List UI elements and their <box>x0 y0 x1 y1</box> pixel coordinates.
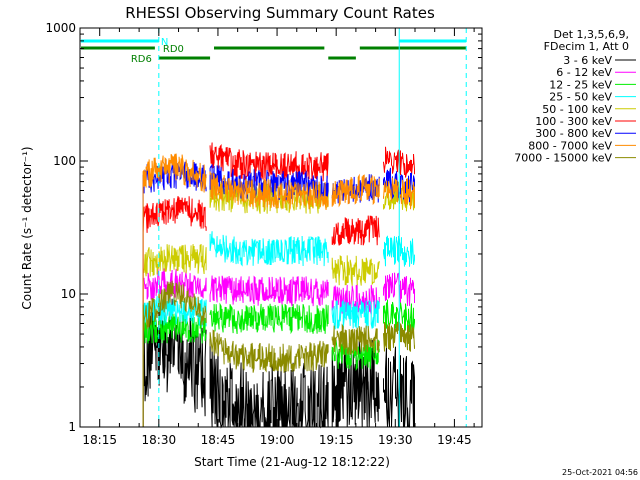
tick-layer: 18:15 18:30 18:45 19:00 19:15 19:30 19:45 1 10 10… <box>45 21 482 447</box>
flag-label-rd6: RD6 <box>131 54 152 65</box>
legend-label-100-300-kev: 100 - 300 keV <box>535 115 612 128</box>
series-layer <box>142 142 415 429</box>
y-tick-label: 1 <box>68 420 76 434</box>
x-tick-label: 19:30 <box>378 433 413 447</box>
x-tick-label: 18:30 <box>142 433 177 447</box>
series-line-12-25-kev <box>142 312 207 427</box>
x-tick-label: 19:45 <box>437 433 472 447</box>
series-line-6-12-kev <box>209 275 329 307</box>
x-tick-label: 18:15 <box>82 433 117 447</box>
x-tick-label: 19:15 <box>319 433 354 447</box>
y-tick-label: 10 <box>61 287 76 301</box>
legend-label-25-50-kev: 25 - 50 keV <box>549 91 612 104</box>
series-line-7000-15000-kev <box>142 280 207 427</box>
series-line-3-6-kev <box>142 298 207 427</box>
series-line-800-7000-kev <box>209 171 329 210</box>
legend-label-6-12-kev: 6 - 12 keV <box>556 66 612 79</box>
x-tick-label: 18:45 <box>201 433 236 447</box>
series-800-7000-kev <box>142 153 415 427</box>
series-line-100-300-kev <box>209 142 329 182</box>
series-line-7000-15000-kev <box>209 329 329 373</box>
y-tick-label: 100 <box>53 154 76 168</box>
series-line-25-50-kev <box>331 299 380 330</box>
flag-label-n: N <box>161 37 168 48</box>
x-tick-label: 19:00 <box>260 433 295 447</box>
flag-rd0: RD0 <box>81 44 467 55</box>
flag-n: N <box>81 37 467 48</box>
series-line-50-100-kev <box>331 255 380 286</box>
series-line-50-100-kev <box>142 243 207 427</box>
timestamp: 25-Oct-2021 04:56 <box>562 468 638 477</box>
legend-header-line-1: Det 1,3,5,6,9, <box>553 28 629 41</box>
legend: Det 1,3,5,6,9, FDecim 1, Att 0 3 - 6 keV… <box>514 28 636 165</box>
series-line-7000-15000-kev <box>331 323 380 356</box>
legend-label-12-25-kev: 12 - 25 keV <box>549 78 612 91</box>
series-line-3-6-kev <box>331 339 380 428</box>
legend-label-50-100-kev: 50 - 100 keV <box>542 103 612 116</box>
series-line-800-7000-kev <box>142 153 207 427</box>
legend-label-300-800-kev: 300 - 800 keV <box>535 127 612 140</box>
flag-rd6: RD6 <box>131 54 356 65</box>
series-line-100-300-kev <box>142 196 207 427</box>
x-axis-label: Start Time (21-Aug-12 18:12:22) <box>194 455 390 469</box>
legend-label-800-7000-kev: 800 - 7000 keV <box>528 139 612 152</box>
series-line-25-50-kev <box>209 231 329 267</box>
legend-header-line-2: FDecim 1, Att 0 <box>544 40 629 53</box>
legend-label-3-6-kev: 3 - 6 keV <box>563 54 612 67</box>
series-line-100-300-kev <box>331 215 380 246</box>
y-tick-label: 1000 <box>45 21 76 35</box>
chart-title: RHESSI Observing Summary Count Rates <box>125 4 435 22</box>
flag-label-rd0: RD0 <box>163 44 184 55</box>
legend-label-7000-15000-kev: 7000 - 15000 keV <box>514 152 612 165</box>
plot-frame <box>79 27 483 428</box>
series-line-800-7000-kev <box>331 173 380 208</box>
y-axis-label: Count Rate (s⁻¹ detector⁻¹) <box>20 146 34 309</box>
series-line-12-25-kev <box>209 302 329 335</box>
